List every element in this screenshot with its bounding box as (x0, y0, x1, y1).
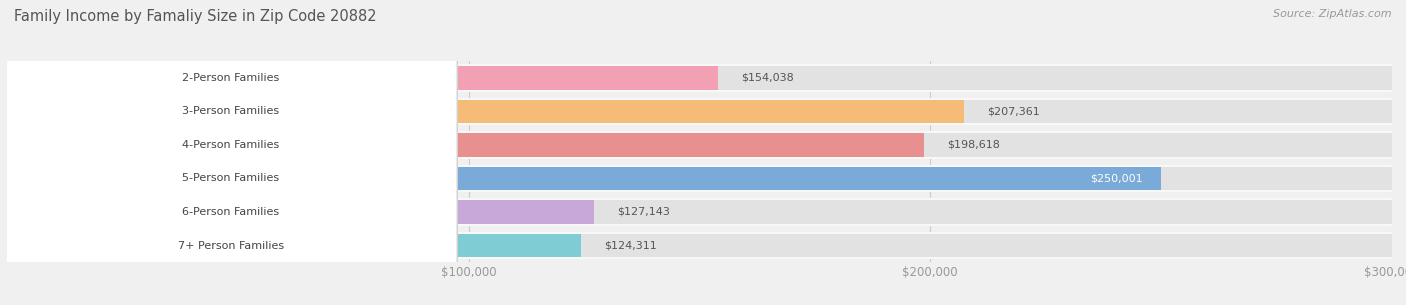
Text: $154,038: $154,038 (741, 73, 794, 83)
Text: Source: ZipAtlas.com: Source: ZipAtlas.com (1274, 9, 1392, 19)
Text: $127,143: $127,143 (617, 207, 669, 217)
Text: 4-Person Families: 4-Person Families (183, 140, 280, 150)
Bar (7, 100, 965, 123)
Bar (7, 133, 1392, 157)
FancyBboxPatch shape (4, 0, 457, 305)
Bar (7, 234, 581, 257)
Bar (7, 98, 1392, 125)
Text: 7+ Person Families: 7+ Person Families (179, 241, 284, 250)
FancyBboxPatch shape (4, 0, 457, 305)
Bar (7, 167, 1392, 190)
Bar (7, 64, 1392, 92)
Text: 5-Person Families: 5-Person Families (183, 174, 280, 183)
Bar (7, 167, 1161, 190)
FancyBboxPatch shape (4, 0, 457, 305)
Text: $124,311: $124,311 (605, 241, 657, 250)
Text: Family Income by Famaliy Size in Zip Code 20882: Family Income by Famaliy Size in Zip Cod… (14, 9, 377, 24)
Text: 6-Person Families: 6-Person Families (183, 207, 280, 217)
Bar (7, 232, 1392, 259)
Bar (7, 66, 1392, 90)
Bar (7, 200, 593, 224)
Text: 3-Person Families: 3-Person Families (183, 106, 280, 116)
Text: $198,618: $198,618 (948, 140, 1000, 150)
Bar (7, 133, 924, 157)
Bar (7, 100, 1392, 123)
Bar (7, 66, 718, 90)
Bar (7, 198, 1392, 226)
FancyBboxPatch shape (4, 0, 457, 305)
Text: $207,361: $207,361 (987, 106, 1040, 116)
Bar (7, 200, 1392, 224)
Text: 2-Person Families: 2-Person Families (183, 73, 280, 83)
Text: $250,001: $250,001 (1090, 174, 1143, 183)
Bar (7, 131, 1392, 159)
Bar (7, 165, 1392, 192)
FancyBboxPatch shape (4, 0, 457, 305)
FancyBboxPatch shape (4, 0, 457, 305)
Bar (7, 234, 1392, 257)
